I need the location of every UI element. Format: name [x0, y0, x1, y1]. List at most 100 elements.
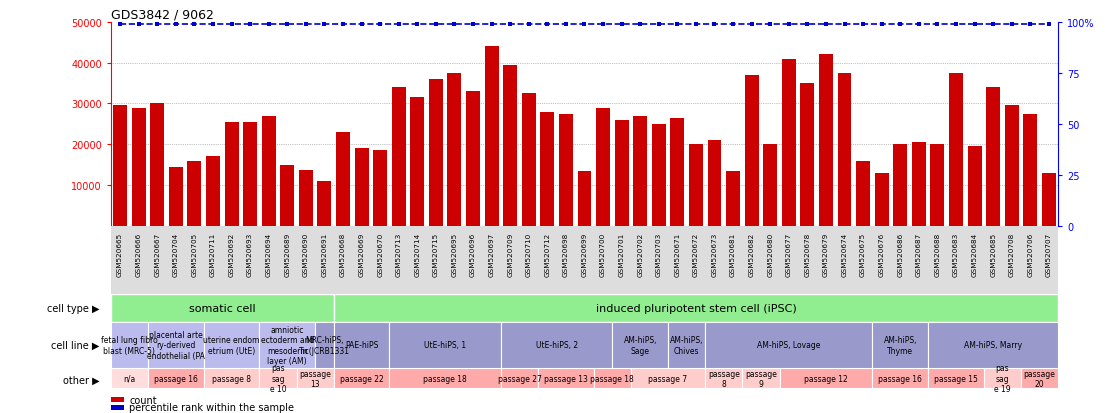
Bar [819, 55, 833, 226]
Text: AM-hiPS,
Chives: AM-hiPS, Chives [670, 335, 704, 355]
FancyBboxPatch shape [389, 322, 501, 368]
Bar [410, 98, 424, 226]
FancyBboxPatch shape [111, 322, 148, 368]
Text: passage 16: passage 16 [879, 374, 922, 383]
Text: UtE-hiPS, 2: UtE-hiPS, 2 [535, 341, 577, 350]
Bar [596, 108, 611, 226]
Text: GSM520669: GSM520669 [359, 232, 365, 276]
Text: GSM520707: GSM520707 [1046, 232, 1051, 276]
Text: GSM520704: GSM520704 [173, 232, 178, 276]
Bar [763, 145, 777, 226]
Text: amniotic
ectoderm and
mesoderm
layer (AM): amniotic ectoderm and mesoderm layer (AM… [260, 325, 314, 365]
Bar [893, 145, 907, 226]
FancyBboxPatch shape [742, 368, 780, 389]
Text: GSM520687: GSM520687 [916, 232, 922, 276]
FancyBboxPatch shape [148, 322, 204, 368]
Text: GSM520677: GSM520677 [786, 232, 792, 276]
Text: GSM520666: GSM520666 [135, 232, 142, 276]
FancyBboxPatch shape [334, 368, 389, 389]
Bar [615, 121, 628, 226]
Text: other ▶: other ▶ [63, 375, 100, 385]
Bar [355, 149, 369, 226]
Text: GSM520690: GSM520690 [302, 232, 309, 276]
FancyBboxPatch shape [111, 294, 334, 322]
Text: GSM520688: GSM520688 [934, 232, 941, 276]
FancyBboxPatch shape [148, 368, 204, 389]
FancyBboxPatch shape [594, 368, 630, 389]
Bar [261, 116, 276, 226]
Bar [392, 88, 406, 226]
Bar [931, 145, 944, 226]
Bar [541, 112, 554, 226]
Text: GSM520674: GSM520674 [841, 232, 848, 276]
Bar [838, 74, 851, 226]
Text: AM-hiPS, Marry: AM-hiPS, Marry [964, 341, 1023, 350]
Bar [670, 119, 685, 226]
Text: uterine endom
etrium (UtE): uterine endom etrium (UtE) [204, 335, 259, 355]
Text: somatic cell: somatic cell [189, 303, 256, 313]
Bar [874, 173, 889, 226]
Text: AM-hiPS,
Sage: AM-hiPS, Sage [624, 335, 657, 355]
Bar [745, 76, 759, 226]
Text: percentile rank within the sample: percentile rank within the sample [130, 402, 295, 412]
Text: induced pluripotent stem cell (iPSC): induced pluripotent stem cell (iPSC) [595, 303, 797, 313]
Text: GSM520709: GSM520709 [507, 232, 513, 276]
Text: GSM520679: GSM520679 [823, 232, 829, 276]
Bar [318, 182, 331, 226]
Bar [280, 166, 295, 226]
Bar [187, 161, 202, 226]
Bar [652, 125, 666, 226]
FancyBboxPatch shape [780, 368, 872, 389]
Text: AM-hiPS,
Thyme: AM-hiPS, Thyme [883, 335, 917, 355]
Bar [448, 74, 461, 226]
FancyBboxPatch shape [538, 368, 594, 389]
Text: MRC-hiPS,
Tic(JCRB1331: MRC-hiPS, Tic(JCRB1331 [299, 335, 350, 355]
Text: AM-hiPS, Lovage: AM-hiPS, Lovage [757, 341, 821, 350]
Text: UtE-hiPS, 1: UtE-hiPS, 1 [424, 341, 466, 350]
Bar [689, 145, 702, 226]
FancyBboxPatch shape [872, 322, 929, 368]
Bar [484, 47, 499, 226]
Text: GSM520696: GSM520696 [470, 232, 476, 276]
Text: passage 18: passage 18 [591, 374, 634, 383]
Text: passage
13: passage 13 [299, 369, 331, 388]
Text: passage
9: passage 9 [745, 369, 777, 388]
Bar [132, 108, 145, 226]
Bar [856, 161, 870, 226]
Bar [225, 123, 238, 226]
Text: GSM520700: GSM520700 [601, 232, 606, 276]
Bar [373, 151, 387, 226]
Text: passage
20: passage 20 [1024, 369, 1056, 388]
FancyBboxPatch shape [1020, 368, 1058, 389]
FancyBboxPatch shape [389, 368, 501, 389]
Text: GSM520710: GSM520710 [525, 232, 532, 276]
Text: GSM520667: GSM520667 [154, 232, 161, 276]
Text: cell line ▶: cell line ▶ [51, 340, 100, 350]
Text: GSM520701: GSM520701 [618, 232, 625, 276]
Text: GSM520699: GSM520699 [582, 232, 587, 276]
Bar [950, 74, 963, 226]
Text: passage 13: passage 13 [544, 374, 588, 383]
Text: GSM520672: GSM520672 [692, 232, 699, 276]
Text: GSM520678: GSM520678 [804, 232, 810, 276]
Text: passage 12: passage 12 [804, 374, 848, 383]
FancyBboxPatch shape [668, 322, 705, 368]
Text: PAE-hiPS: PAE-hiPS [345, 341, 378, 350]
FancyBboxPatch shape [929, 368, 984, 389]
Bar [1042, 173, 1056, 226]
Text: passage 27: passage 27 [497, 374, 542, 383]
Bar [429, 80, 443, 226]
Text: GSM520686: GSM520686 [897, 232, 903, 276]
FancyBboxPatch shape [315, 322, 334, 368]
Text: GSM520715: GSM520715 [433, 232, 439, 276]
Text: GSM520676: GSM520676 [879, 232, 884, 276]
Bar [522, 94, 535, 226]
Text: passage 16: passage 16 [154, 374, 197, 383]
Text: GSM520705: GSM520705 [192, 232, 197, 276]
Text: GSM520685: GSM520685 [991, 232, 996, 276]
FancyBboxPatch shape [705, 322, 872, 368]
FancyBboxPatch shape [872, 368, 929, 389]
FancyBboxPatch shape [111, 368, 148, 389]
FancyBboxPatch shape [501, 322, 613, 368]
Text: fetal lung fibro
blast (MRC-5): fetal lung fibro blast (MRC-5) [101, 335, 157, 355]
